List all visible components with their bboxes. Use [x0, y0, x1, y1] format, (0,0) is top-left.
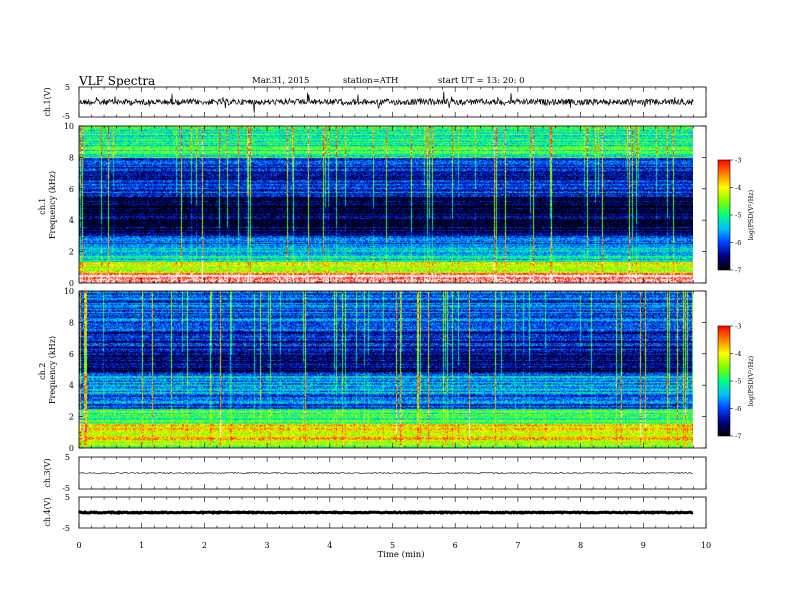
ch4-waveform-line — [77, 510, 694, 515]
ch2-ylabel-line2: Frequency (kHz) — [48, 336, 57, 404]
ch1-spectrogram-yticks: 0 2 4 6 8 10 — [64, 122, 706, 288]
spectrogram-ytick-label: 2 — [69, 413, 74, 422]
time-tick-label: 1 — [139, 541, 144, 550]
colorbar-tick-label: -4 — [735, 350, 741, 358]
ch2-colorbar: -3 -4 -5 -6 -7 log(PSD(V²/Hz) — [717, 323, 755, 441]
ch2-spectrogram-yticks: 0 2 4 6 8 10 — [64, 287, 706, 453]
time-tick-label: 0 — [76, 541, 81, 550]
colorbar-tick-label: -6 — [735, 405, 741, 413]
start-time-label: start UT = 13: 20: 0 — [438, 76, 525, 86]
colorbar-tick-label: -4 — [735, 184, 741, 192]
spectrogram-ytick-label: 4 — [69, 381, 74, 390]
time-axis-ticks — [78, 87, 707, 528]
ch3-ytick-bottom: -5 — [62, 484, 70, 493]
station-label: station=ATH — [343, 76, 398, 86]
ch1-spectrogram-panel: 0 2 4 6 8 10 ch.1 Frequency (kHz) — [38, 122, 707, 288]
time-tick-label: 4 — [327, 541, 332, 550]
ch3-waveform-line — [78, 471, 693, 475]
ch2-spectrogram-ylabel: ch.2 Frequency (kHz) — [38, 336, 57, 404]
spectrogram-ytick-label: 8 — [69, 153, 74, 162]
ch1-ytick-bottom: -5 — [62, 112, 70, 121]
ch3-waveform-ylabel: ch.3(V) — [43, 458, 52, 487]
date-label: Mar.31, 2015 — [252, 76, 309, 86]
spectrogram-ytick-label: 10 — [64, 122, 74, 131]
ch4-waveform-panel: 5 -5 ch.4(V) — [43, 493, 707, 533]
ch1-ylabel-line1: ch.1 — [38, 198, 47, 215]
colorbar-tick-label: -3 — [735, 323, 741, 331]
time-tick-label: 3 — [265, 541, 270, 550]
colorbar-tick-label: -7 — [735, 267, 741, 275]
spectrogram-ytick-label: 4 — [69, 216, 74, 225]
colorbar-tick-label: -5 — [735, 212, 741, 220]
ch1-colorbar-ticks: -3 -4 -5 -6 -7 — [730, 157, 741, 275]
spectrogram-ytick-label: 10 — [64, 287, 74, 296]
ch3-ytick-top: 5 — [65, 453, 70, 462]
spectrogram-ytick-label: 8 — [69, 318, 74, 327]
ch1-colorbar-gradient — [718, 160, 730, 270]
spectrogram-ytick-label: 6 — [69, 350, 74, 359]
ch2-spectrogram-image — [79, 291, 693, 448]
ch4-ytick-bottom: -5 — [62, 524, 70, 533]
time-tick-label: 10 — [701, 541, 711, 550]
ch2-spectrogram-panel: 0 2 4 6 8 10 ch.2 Frequency (kHz) — [38, 287, 707, 453]
ch1-spectrogram-ylabel: ch.1 Frequency (kHz) — [38, 171, 57, 239]
ch3-waveform-panel: 5 -5 ch.3(V) — [43, 453, 707, 493]
ch2-ylabel-line1: ch.2 — [38, 363, 47, 380]
ch1-waveform-panel: 5 -5 ch.1(V) — [43, 83, 707, 121]
time-tick-label: 6 — [453, 541, 458, 550]
ch4-ytick-top: 5 — [65, 493, 70, 502]
time-tick-label: 7 — [515, 541, 520, 550]
time-tick-label: 5 — [390, 541, 395, 550]
ch1-ylabel-line2: Frequency (kHz) — [48, 171, 57, 239]
time-tick-label: 9 — [641, 541, 646, 550]
figure-title: VLF Spectra — [78, 74, 155, 88]
ch2-colorbar-ticks: -3 -4 -5 -6 -7 — [730, 323, 741, 441]
colorbar-tick-label: -6 — [735, 239, 741, 247]
ch1-spectrogram-image — [79, 126, 693, 283]
spectrogram-ytick-label: 2 — [69, 248, 74, 257]
colorbar-tick-label: -7 — [735, 433, 741, 441]
time-tick-label: 2 — [202, 541, 207, 550]
ch2-colorbar-label: log(PSD(V²/Hz) — [747, 355, 755, 406]
ch1-waveform-ylabel: ch.1(V) — [43, 87, 52, 116]
time-axis-label: Time (min) — [377, 549, 424, 560]
spectrogram-ytick-label: 6 — [69, 185, 74, 194]
colorbar-tick-label: -5 — [735, 378, 741, 386]
ch4-waveform-ylabel: ch.4(V) — [43, 497, 52, 526]
ch1-waveform-line — [78, 91, 694, 113]
colorbar-tick-label: -3 — [735, 157, 741, 165]
ch1-colorbar: -3 -4 -5 -6 -7 log(PSD(V²/Hz) — [717, 157, 755, 275]
ch1-colorbar-label: log(PSD(V²/Hz) — [747, 189, 755, 240]
ch1-ytick-top: 5 — [65, 83, 70, 92]
time-tick-label: 8 — [578, 541, 583, 550]
ch2-colorbar-gradient — [718, 326, 730, 436]
spectrogram-ytick-label: 0 — [69, 444, 74, 453]
time-axis-tick-labels: 0 1 2 3 4 5 6 7 8 9 10 — [76, 541, 711, 550]
spectrogram-ytick-label: 0 — [69, 279, 74, 288]
